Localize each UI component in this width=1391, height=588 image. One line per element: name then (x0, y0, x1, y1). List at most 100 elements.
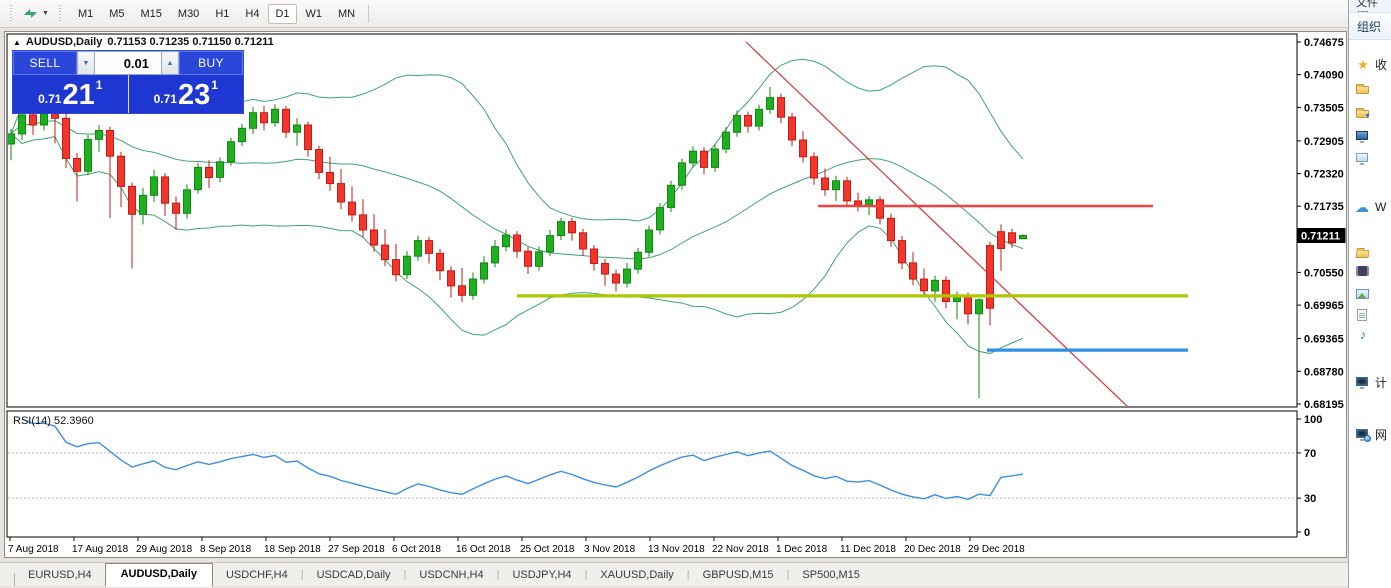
chart-canvas[interactable]: 0.746750.740900.735050.729050.723200.717… (5, 32, 1346, 557)
explorer-item-videos[interactable] (1355, 264, 1371, 278)
sell-button[interactable]: SELL (13, 51, 77, 75)
tab-audusd-daily[interactable]: AUDUSD,Daily (104, 563, 213, 587)
svg-text:70: 70 (1304, 448, 1316, 460)
buy-button[interactable]: BUY (179, 51, 243, 75)
trendline[interactable] (745, 41, 1128, 407)
buy-price-display[interactable]: 0.71 23 1 (127, 75, 244, 113)
volume-input[interactable]: 0.01 (95, 51, 161, 75)
svg-text:100: 100 (1304, 414, 1322, 426)
file-menu[interactable]: 文件(F) (1356, 0, 1378, 12)
chart-title: ▲ AUDUSD,Daily 0.71153 0.71235 0.71150 0… (13, 36, 274, 48)
svg-text:1 Dec 2018: 1 Dec 2018 (776, 544, 828, 555)
timeframe-button-d1[interactable]: D1 (268, 3, 297, 24)
documents-icon (1355, 308, 1371, 322)
tab-separator: | (403, 569, 407, 581)
buy-price-pip: 1 (211, 78, 218, 92)
organize-button[interactable]: 组织 (1349, 13, 1391, 40)
desktop-icon (1355, 130, 1371, 144)
explorer-item-folder-download[interactable] (1355, 106, 1371, 120)
explorer-item-desktop[interactable] (1355, 130, 1371, 144)
explorer-item-recent-places[interactable] (1355, 152, 1371, 166)
svg-text:0.69965: 0.69965 (1304, 300, 1344, 312)
rsi-line (21, 418, 1024, 501)
explorer-item-computer[interactable]: 计 (1355, 374, 1387, 391)
timeframe-button-m15[interactable]: M15 (140, 7, 162, 20)
current-price-marker: 0.71211 (1297, 228, 1346, 243)
svg-text:0.72320: 0.72320 (1304, 169, 1344, 181)
svg-text:8 Sep 2018: 8 Sep 2018 (200, 544, 252, 555)
time-axis[interactable]: 7 Aug 2018 17 Aug 2018 29 Aug 2018 8 Sep 20… (8, 537, 1025, 555)
svg-text:30: 30 (1304, 493, 1316, 505)
timeframe-button-h1[interactable]: H1 (215, 7, 230, 20)
explorer-item-pictures[interactable] (1355, 287, 1371, 301)
svg-text:0.70550: 0.70550 (1304, 267, 1344, 279)
timeframe-button-m5[interactable]: M5 (109, 7, 125, 20)
computer-icon (1355, 376, 1371, 390)
svg-text:6 Oct 2018: 6 Oct 2018 (392, 544, 441, 555)
chevron-down-icon[interactable]: ▼ (42, 10, 49, 17)
explorer-menu-bar[interactable]: 文件(F) (1349, 0, 1391, 13)
timeframe-button-h4[interactable]: H4 (245, 7, 260, 20)
svg-text:25 Oct 2018: 25 Oct 2018 (520, 544, 575, 555)
explorer-item-star[interactable]: ★ 收 (1355, 56, 1387, 73)
svg-text:11 Dec 2018: 11 Dec 2018 (840, 544, 896, 555)
price-axis[interactable]: 0.74675 0.74090 0.73505 0.72905 0.72320 0.717… (1297, 37, 1346, 411)
volume-decrease-button[interactable]: ▼ (77, 51, 95, 75)
tab-sp500-m15[interactable]: SP500,M15 (802, 569, 860, 581)
explorer-panel: 文件(F) 组织 ★收 ☁W ♪ 计网 (1348, 0, 1391, 588)
sell-price-display[interactable]: 0.71 21 1 (13, 75, 128, 113)
tab-usdjpy-h4[interactable]: USDJPY,H4 (512, 569, 572, 581)
candles (8, 87, 1027, 399)
timeframe-button-m30[interactable]: M30 (177, 7, 200, 20)
timeframe-button-w1[interactable]: W1 (305, 7, 323, 20)
tab-separator: | (300, 569, 304, 581)
sell-price-big: 21 (62, 79, 95, 112)
explorer-item-label: 计 (1375, 376, 1388, 390)
svg-text:0.72905: 0.72905 (1304, 136, 1344, 148)
tab-usdcad-daily[interactable]: USDCAD,Daily (316, 569, 391, 581)
charts-arrange-icon (22, 6, 39, 21)
svg-text:22 Nov 2018: 22 Nov 2018 (712, 544, 769, 555)
sell-price-small: 0.71 (38, 92, 62, 106)
explorer-item-music[interactable]: ♪ (1355, 328, 1371, 342)
rsi-axis: 100 70 30 0 (1297, 414, 1322, 539)
tab-gbpusd-m15[interactable]: GBPUSD,M15 (702, 569, 774, 581)
toolbar-grip (8, 4, 13, 23)
videos-icon (1355, 264, 1371, 278)
libraries-icon (1355, 246, 1371, 260)
chart-window[interactable]: 0.74675 0.74090 0.73505 0.72905 0.72320 0.717… (4, 31, 1347, 558)
tab-usdchf-h4[interactable]: USDCHF,H4 (225, 569, 288, 581)
svg-text:0.68195: 0.68195 (1304, 399, 1344, 411)
svg-text:13 Nov 2018: 13 Nov 2018 (648, 544, 705, 555)
explorer-item-documents[interactable] (1355, 308, 1371, 322)
explorer-item-network[interactable]: 网 (1355, 426, 1387, 443)
recent-places-icon (1355, 152, 1371, 166)
charts-arrange-button[interactable]: ▼ (17, 3, 54, 25)
top-toolbar: ▼ M1 M5 M15 M30 H1 H4 D1 W1 MN (0, 0, 1348, 28)
volume-increase-button[interactable]: ▲ (161, 51, 179, 75)
svg-text:17 Aug 2018: 17 Aug 2018 (72, 544, 129, 555)
svg-text:29 Dec 2018: 29 Dec 2018 (968, 544, 1025, 555)
tab-separator: | (786, 569, 790, 581)
tab-separator: | (584, 569, 588, 581)
svg-text:18 Sep 2018: 18 Sep 2018 (264, 544, 321, 555)
rsi-levels (8, 452, 1296, 499)
music-icon: ♪ (1359, 327, 1367, 342)
explorer-item-folder[interactable] (1355, 82, 1371, 96)
collapse-triangle-icon[interactable]: ▲ (13, 37, 21, 47)
explorer-item-libraries[interactable] (1355, 246, 1371, 260)
tab-eurusd-h4[interactable]: EURUSD,H4 (28, 569, 92, 581)
svg-text:7 Aug 2018: 7 Aug 2018 (8, 544, 59, 555)
explorer-item-cloud[interactable]: ☁ W (1355, 200, 1386, 214)
svg-text:0.74090: 0.74090 (1304, 70, 1344, 82)
timeframe-button-mn[interactable]: MN (338, 7, 356, 20)
buy-price-small: 0.71 (153, 92, 177, 106)
timeframe-button-m1[interactable]: M1 (77, 7, 94, 20)
svg-text:27 Sep 2018: 27 Sep 2018 (328, 544, 385, 555)
pictures-icon (1355, 287, 1371, 301)
tab-usdcnh-h4[interactable]: USDCNH,H4 (419, 569, 484, 581)
explorer-item-label: 收 (1375, 58, 1388, 72)
svg-text:0.68780: 0.68780 (1304, 366, 1344, 378)
svg-text:0: 0 (1304, 527, 1310, 539)
tab-xauusd-daily[interactable]: XAUUSD,Daily (600, 569, 674, 581)
